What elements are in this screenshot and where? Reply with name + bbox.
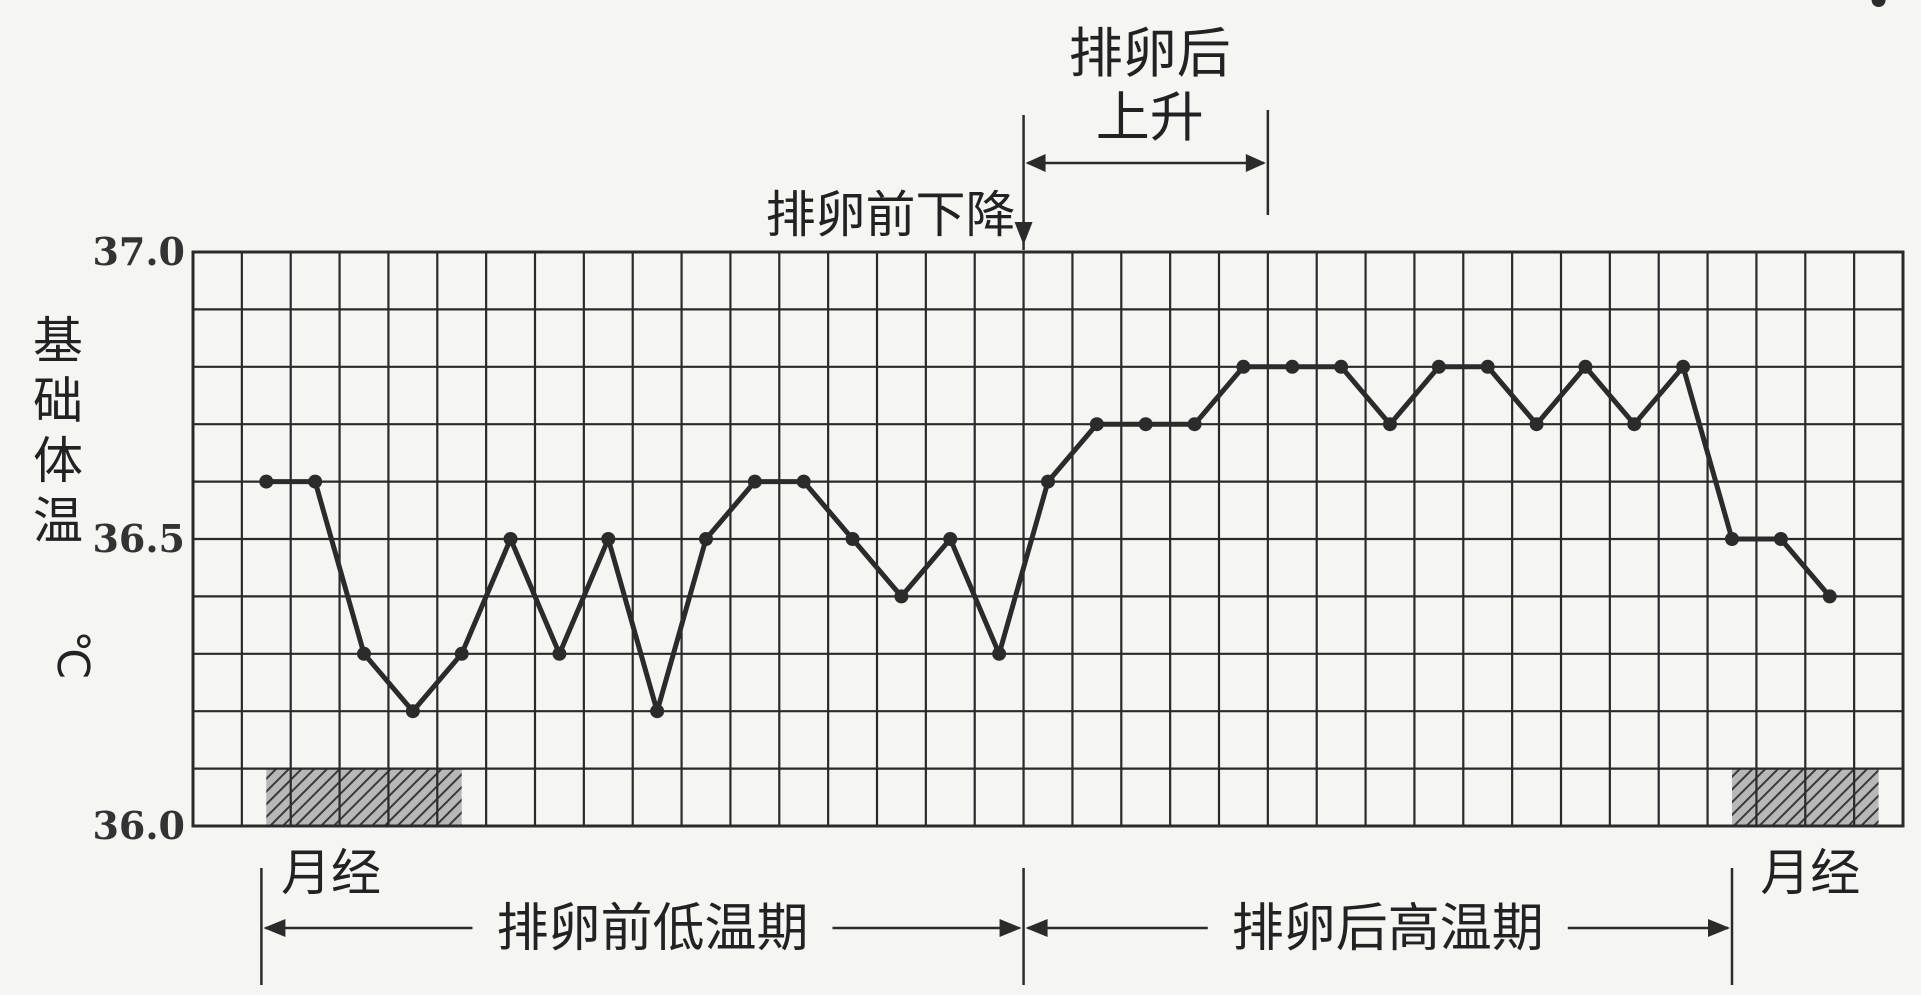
temperature-point [357, 646, 371, 661]
temperature-point [1089, 417, 1104, 432]
temperature-point [1822, 589, 1837, 604]
temperature-point [503, 532, 518, 546]
temperature-point [1138, 417, 1153, 432]
temperature-point [1529, 417, 1544, 432]
temperature-point [1871, 0, 1886, 7]
high-temp-phase-label: 排卵后高温期 [1232, 899, 1544, 959]
temperature-point [943, 532, 958, 546]
temperature-point [894, 589, 909, 604]
post-ovulation-rise-label: 排卵后 [1069, 22, 1231, 85]
temperature-point [259, 474, 274, 489]
y-axis-label-char: 温 [33, 492, 83, 550]
temperature-point [308, 474, 323, 489]
rise-arrow-left [1025, 154, 1046, 172]
temperature-point [992, 646, 1007, 661]
post-ovulation-rise-label: 上升 [1096, 86, 1204, 149]
temperature-point [1725, 532, 1739, 546]
temperature-point [1676, 359, 1691, 374]
menstruation-band [266, 768, 462, 826]
temperature-point [405, 704, 420, 719]
temperature-point [1627, 417, 1642, 432]
temperature-point [1285, 359, 1300, 374]
pre-ovulation-drop-label: 排卵前下降 [766, 186, 1016, 244]
rise-arrow-right [1245, 154, 1266, 172]
chart-grid [191, 250, 1905, 828]
y-tick-label: 37.0 [92, 229, 185, 274]
temperature-points [259, 0, 1886, 719]
low-temp-phase-label: 排卵前低温期 [496, 899, 808, 959]
temperature-point [1773, 532, 1788, 546]
high-phase-arrow-right [1708, 919, 1730, 937]
low-phase-label-bg [472, 898, 833, 958]
temperature-point [552, 646, 567, 661]
temperature-point [1578, 359, 1593, 374]
temperature-point [699, 532, 713, 546]
temperature-point [1041, 474, 1055, 489]
high-phase-arrow-left [1025, 919, 1048, 937]
temperature-point [747, 474, 762, 489]
y-axis-label-char: 体 [33, 432, 83, 490]
temperature-point [601, 532, 616, 546]
low-phase-arrow-right [999, 919, 1022, 937]
plot-frame [191, 250, 1905, 828]
drop-arrow [1014, 222, 1033, 245]
menstruation-label: 月经 [1760, 844, 1860, 902]
temperature-point [650, 704, 665, 719]
temperature-point [1236, 359, 1251, 374]
menstruation-label: 月经 [281, 844, 381, 902]
temperature-point [796, 474, 811, 489]
y-axis-unit: ℃ [47, 630, 98, 679]
temperature-point [1187, 417, 1202, 432]
low-phase-arrow-left [263, 919, 286, 937]
temperature-point [1431, 359, 1446, 374]
temperature-point [454, 646, 469, 661]
y-axis-label-char: 基 [33, 312, 83, 370]
y-tick-label: 36.5 [92, 516, 185, 561]
temperature-point [1383, 417, 1397, 432]
y-tick-label: 36.0 [92, 803, 185, 848]
high-phase-label-bg [1207, 898, 1568, 958]
y-axis-label-char: 础 [33, 372, 83, 430]
temperature-point [1480, 359, 1495, 374]
temperature-point [845, 532, 860, 546]
temperature-point [1334, 359, 1349, 374]
